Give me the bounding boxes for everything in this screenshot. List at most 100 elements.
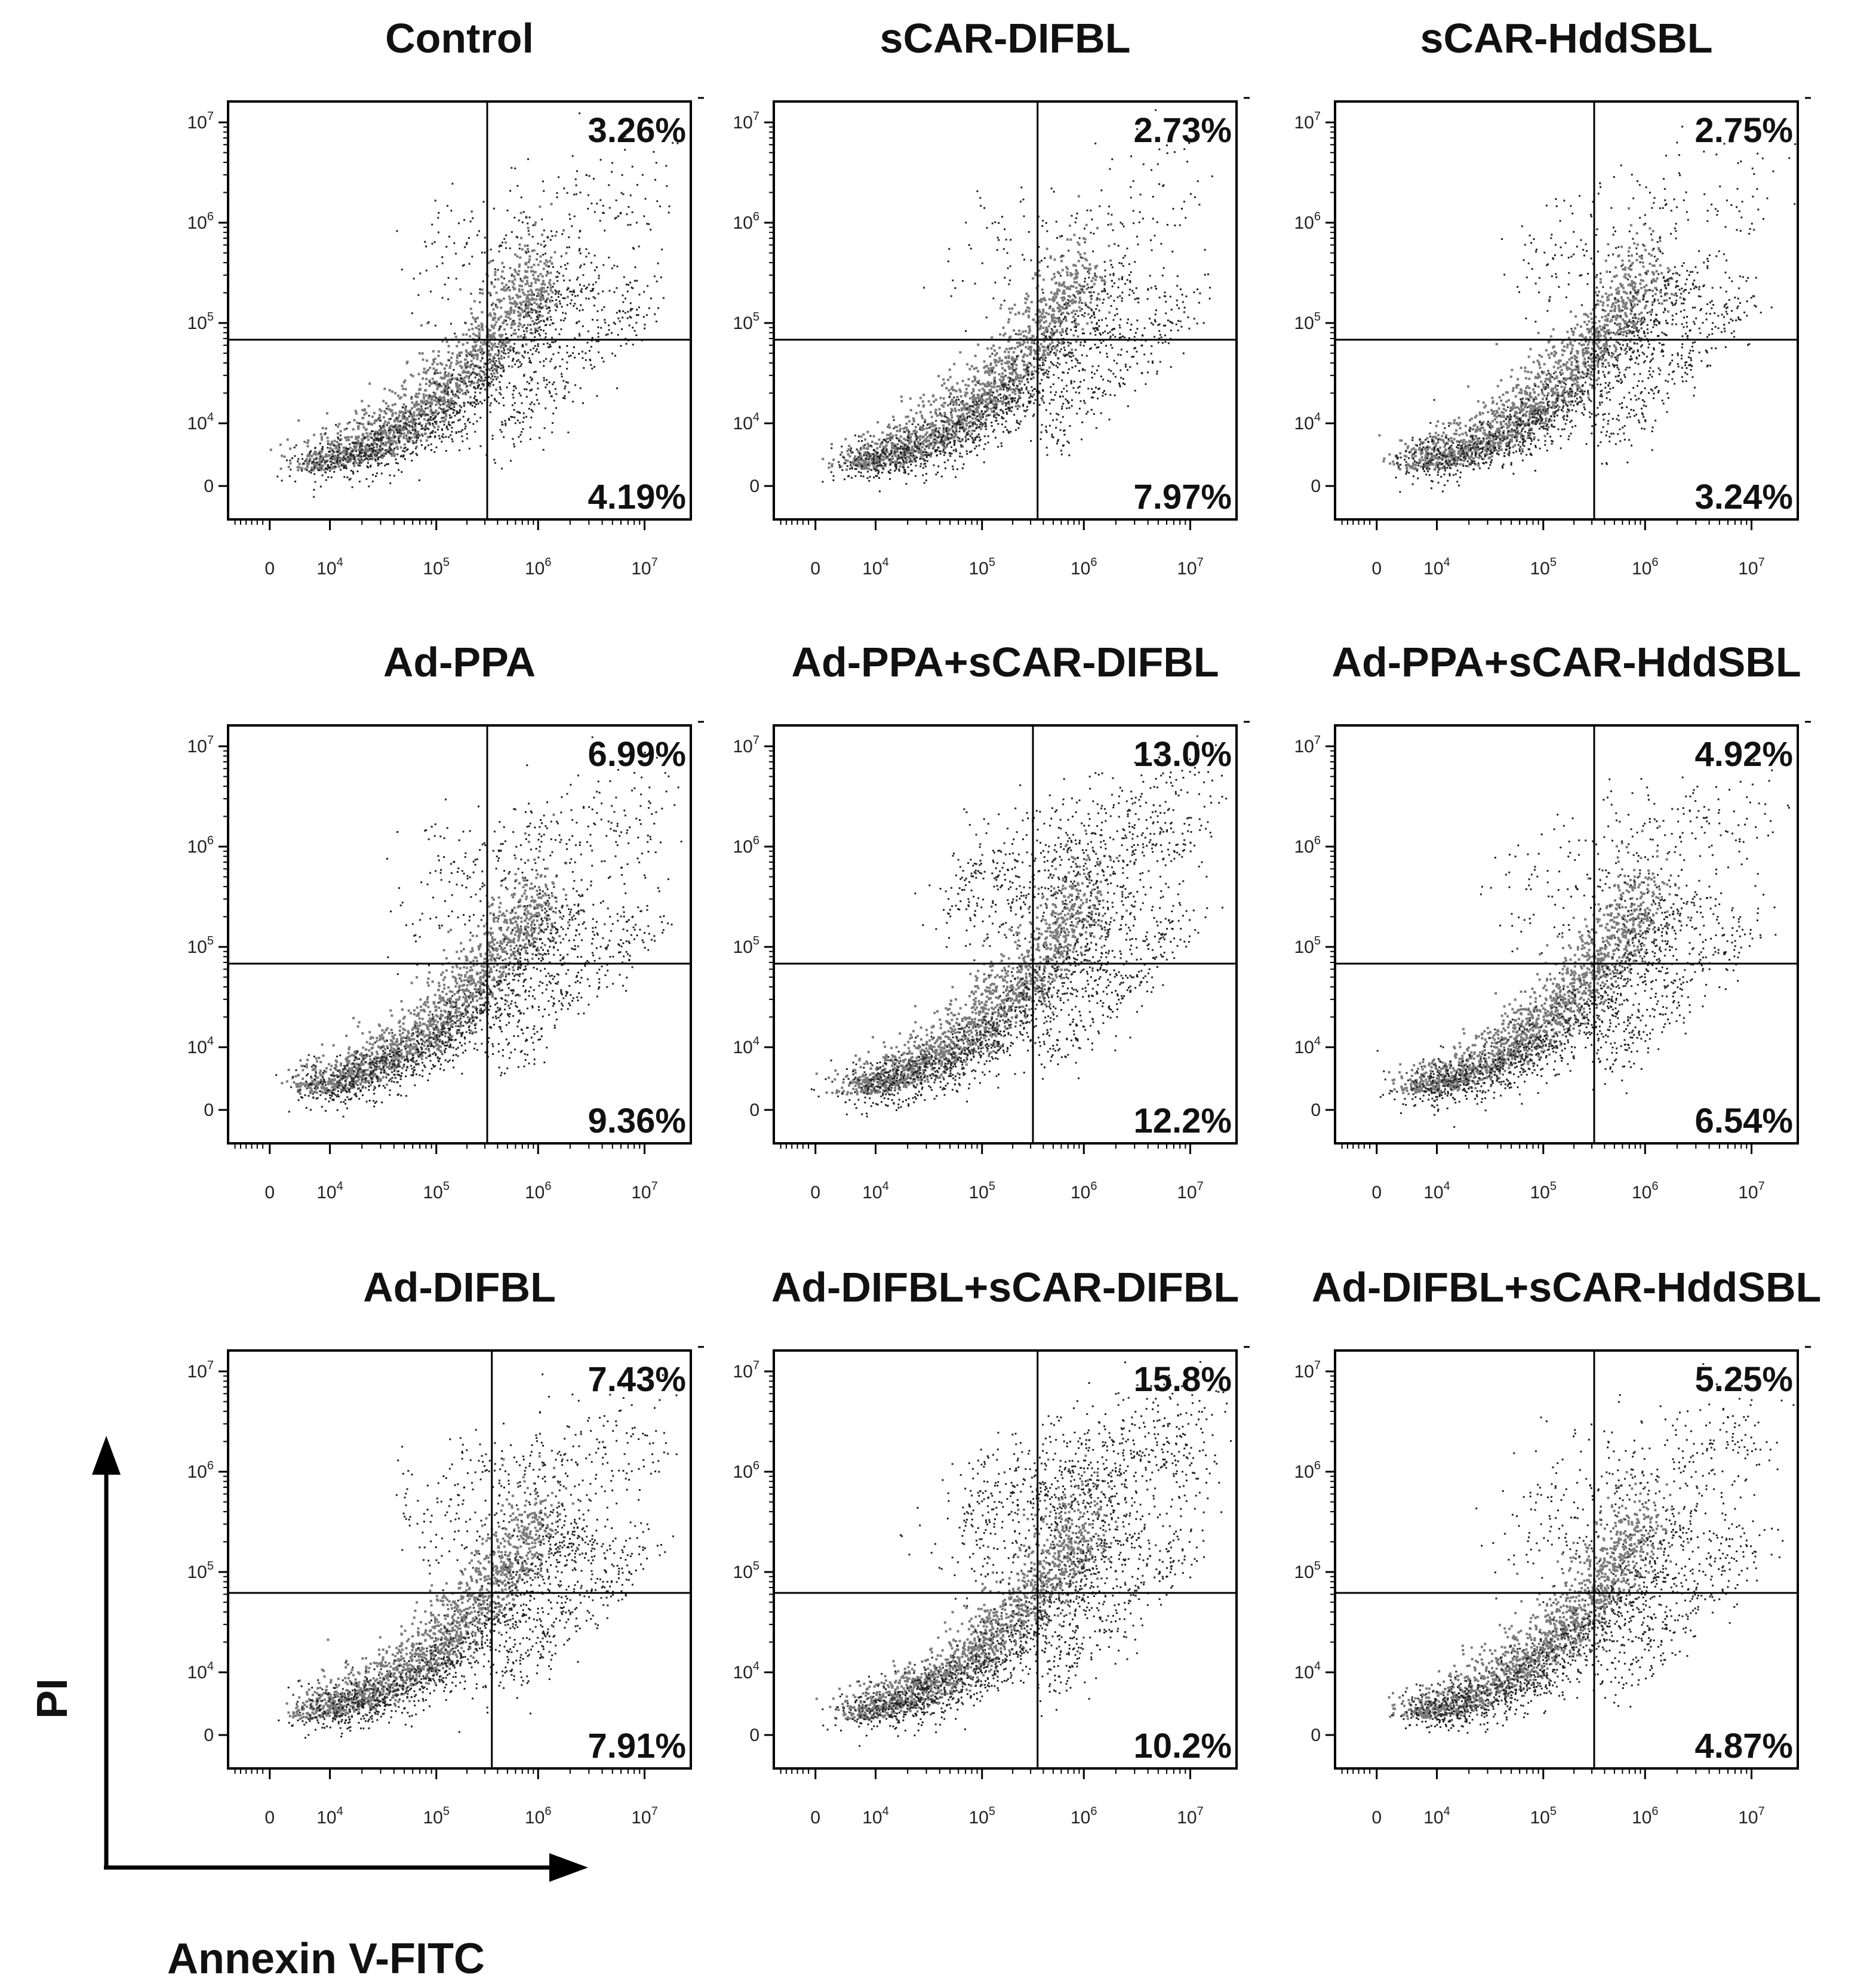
x-tick-label: 0	[265, 559, 275, 579]
x-tick-label: 0	[810, 1183, 820, 1202]
lower-right-percent: 7.97%	[1134, 478, 1232, 516]
x-axis: 0 104 105 106 107	[1342, 519, 1765, 579]
x-tick-label: 0	[1371, 559, 1382, 579]
x-tick-label: 104	[1423, 1180, 1450, 1202]
y-tick-label: 107	[187, 1359, 214, 1382]
y-tick-label: 107	[733, 1359, 760, 1382]
y-tick-label: 0	[749, 1100, 759, 1120]
y-arrow-head	[92, 1436, 121, 1475]
lower-right-percent: 4.19%	[588, 478, 686, 516]
x-tick-label: 0	[1371, 1183, 1382, 1202]
y-tick-label: 105	[1294, 1559, 1321, 1582]
x-tick-label: 106	[1071, 556, 1097, 579]
x-axis: 0 104 105 106 107	[235, 1768, 658, 1828]
y-tick-label: 106	[733, 834, 760, 857]
lower-right-percent: 3.24%	[1695, 478, 1793, 516]
lower-right-percent: 10.2%	[1134, 1727, 1232, 1765]
x-tick-label: 107	[1738, 1180, 1765, 1202]
x-axis: 0 104 105 106 107	[1342, 1768, 1765, 1828]
y-tick-label: 105	[187, 1559, 214, 1582]
y-tick-label: 0	[204, 1725, 214, 1745]
x-tick-label: 106	[525, 556, 552, 579]
x-tick-label: 0	[810, 1808, 820, 1828]
y-tick-label: 107	[1294, 110, 1321, 133]
x-tick-label: 107	[631, 1805, 658, 1828]
x-axis: 0 104 105 106 107	[781, 519, 1204, 579]
x-tick-label: 105	[969, 1180, 996, 1202]
upper-right-percent: 13.0%	[1134, 735, 1232, 774]
y-tick-label: 104	[1294, 1035, 1321, 1057]
y-tick-label: 106	[1294, 210, 1321, 233]
panel-6: Ad-PPA+sCAR-HddSBL4.92%6.54%010410510610…	[1294, 639, 1812, 1202]
upper-right-percent: 6.99%	[588, 735, 686, 774]
y-tick-label: 105	[733, 934, 760, 957]
x-tick-label: 0	[265, 1183, 275, 1202]
y-tick-label: 0	[204, 476, 214, 496]
x-tick-label: 107	[1177, 556, 1204, 579]
y-tick-label: 107	[1294, 734, 1321, 756]
y-tick-label: 105	[1294, 310, 1321, 333]
x-tick-label: 107	[631, 1180, 658, 1202]
y-tick-label: 107	[733, 734, 760, 756]
y-tick-label: 104	[733, 1035, 760, 1057]
x-axis-title: Annexin V-FITC	[167, 1935, 485, 1978]
x-tick-label: 106	[1071, 1180, 1097, 1202]
x-tick-label: 107	[1738, 556, 1765, 579]
upper-right-percent: 4.92%	[1695, 735, 1793, 774]
panel-title: Ad-DIFBL+sCAR-HddSBL	[1312, 1264, 1822, 1311]
y-tick-label: 104	[733, 411, 760, 433]
lower-right-percent: 12.2%	[1134, 1102, 1232, 1140]
panel-title: Control	[385, 15, 534, 61]
y-tick-label: 105	[187, 310, 214, 333]
x-tick-label: 106	[1632, 1180, 1659, 1202]
x-arrow-head	[549, 1853, 588, 1882]
x-tick-label: 0	[265, 1808, 275, 1828]
plot-frame	[228, 725, 691, 1143]
x-tick-label: 107	[1177, 1805, 1204, 1828]
x-axis: 0 104 105 106 107	[781, 1768, 1204, 1828]
y-tick-label: 105	[733, 310, 760, 333]
y-tick-label: 104	[187, 1660, 214, 1682]
upper-right-percent: 2.75%	[1695, 111, 1793, 150]
flow-cytometry-figure: Control 3.26% 4.19% 0 104 105 106 107 0 104 105 106…	[0, 0, 1876, 1978]
x-tick-label: 104	[316, 1805, 343, 1828]
x-axis: 0 104 105 106 107	[235, 1143, 658, 1202]
y-tick-label: 105	[1294, 934, 1321, 957]
y-tick-label: 104	[187, 411, 214, 433]
upper-right-percent: 3.26%	[588, 111, 686, 150]
y-tick-label: 0	[204, 1100, 214, 1120]
upper-right-percent: 7.43%	[588, 1360, 686, 1399]
y-tick-label: 104	[1294, 411, 1321, 433]
x-tick-label: 104	[862, 1805, 889, 1828]
upper-right-percent: 15.8%	[1134, 1360, 1232, 1399]
y-tick-label: 107	[187, 734, 214, 756]
x-tick-label: 105	[969, 1805, 996, 1828]
x-tick-label: 105	[423, 1180, 450, 1202]
y-tick-label: 106	[733, 210, 760, 233]
x-tick-label: 104	[862, 556, 889, 579]
x-tick-label: 106	[1632, 1805, 1659, 1828]
y-tick-label: 106	[1294, 1459, 1321, 1482]
x-tick-label: 106	[525, 1180, 552, 1202]
y-tick-label: 0	[1311, 1100, 1321, 1120]
x-tick-label: 104	[316, 556, 343, 579]
plot-frame	[774, 1351, 1237, 1768]
x-tick-label: 107	[1738, 1805, 1765, 1828]
x-tick-label: 105	[423, 1805, 450, 1828]
y-tick-label: 0	[1311, 1725, 1321, 1745]
y-tick-label: 107	[733, 110, 760, 133]
panel-title: Ad-DIFBL+sCAR-DIFBL	[771, 1264, 1240, 1311]
x-tick-label: 106	[525, 1805, 552, 1828]
lower-right-percent: 6.54%	[1695, 1102, 1793, 1140]
